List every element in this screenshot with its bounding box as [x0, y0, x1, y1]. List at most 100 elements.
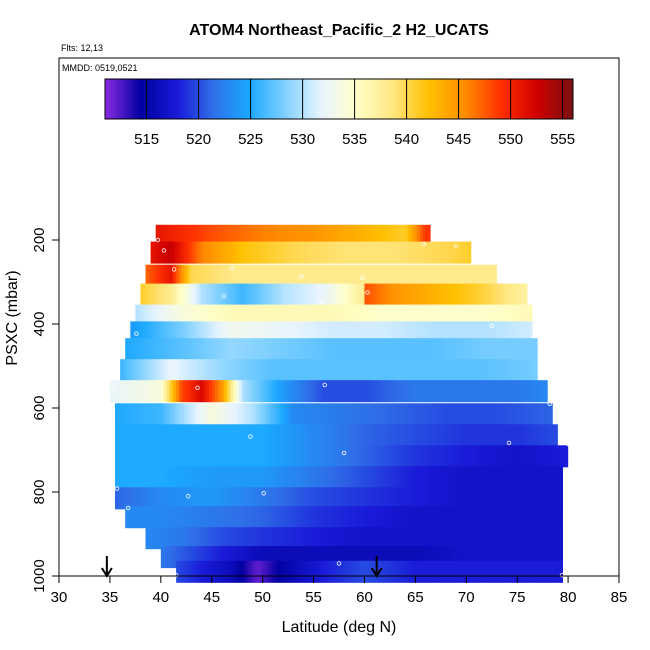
heatmap-cell — [201, 359, 205, 382]
heatmap-cell — [427, 466, 431, 489]
heatmap-cell — [268, 264, 273, 287]
heatmap-cell — [422, 560, 426, 583]
colorbar-swatch — [483, 79, 486, 119]
heatmap-cell — [299, 283, 304, 306]
heatmap-cell — [496, 424, 500, 447]
heatmap-cell — [361, 403, 365, 426]
heatmap-cell — [463, 321, 467, 344]
heatmap-cell — [400, 321, 404, 344]
heatmap-cell — [260, 560, 264, 583]
heatmap-cell — [256, 527, 261, 550]
heatmap-cell — [259, 403, 263, 426]
heatmap-cell — [505, 466, 509, 489]
heatmap-cell — [238, 264, 243, 287]
heatmap-cell — [350, 506, 354, 529]
heatmap-cell — [223, 487, 227, 510]
heatmap-cell — [193, 487, 197, 510]
heatmap-cell — [293, 560, 297, 583]
heatmap-cell — [187, 466, 191, 489]
heatmap-cell — [223, 403, 227, 426]
heatmap-cell — [252, 304, 256, 327]
heatmap-cell — [197, 224, 202, 247]
heatmap-cell — [202, 445, 206, 468]
heatmap-cell — [388, 403, 392, 426]
heatmap-cell — [373, 546, 378, 569]
heatmap-cell — [155, 338, 159, 361]
heatmap-cell — [202, 466, 206, 489]
heatmap-cell — [503, 338, 507, 361]
heatmap-cell — [560, 560, 563, 583]
heatmap-cell — [232, 424, 236, 447]
heatmap-cell — [537, 359, 538, 382]
heatmap-cell — [499, 424, 503, 447]
heatmap-cell — [363, 359, 367, 382]
heatmap-cell — [151, 527, 156, 550]
heatmap-cell — [274, 264, 279, 287]
heatmap-cell — [330, 241, 335, 264]
heatmap-cell — [244, 321, 248, 344]
heatmap-cell — [289, 264, 294, 287]
heatmap-cell — [439, 380, 444, 403]
heatmap-cell — [226, 445, 230, 468]
heatmap-cell — [304, 527, 309, 550]
heatmap-cell — [374, 506, 378, 529]
heatmap-cell — [399, 304, 403, 327]
heatmap-cell — [287, 338, 291, 361]
heatmap-cell — [202, 546, 207, 569]
heatmap-cell — [301, 321, 305, 344]
heatmap-cell — [214, 264, 219, 287]
colorbar-swatch — [241, 79, 244, 119]
heatmap-cell — [217, 403, 221, 426]
heatmap-cell — [490, 445, 494, 468]
heatmap-cell — [538, 445, 542, 468]
heatmap-cell — [286, 546, 291, 569]
heatmap-cell — [162, 304, 166, 327]
heatmap-cell — [352, 424, 356, 447]
heatmap-cell — [453, 359, 457, 382]
heatmap-cell — [268, 466, 272, 489]
heatmap-cell — [419, 224, 424, 247]
heatmap-cell — [226, 546, 231, 569]
heatmap-cell — [188, 506, 192, 529]
heatmap-cell — [442, 321, 446, 344]
heatmap-cell — [172, 424, 176, 447]
heatmap-cell — [302, 224, 307, 247]
heatmap-cell — [475, 403, 479, 426]
heatmap-cell — [277, 527, 282, 550]
heatmap-cell — [439, 487, 443, 510]
colorbar-swatch — [271, 79, 274, 119]
heatmap-cell — [305, 506, 309, 529]
heatmap-cell — [289, 403, 293, 426]
heatmap-cell — [295, 546, 300, 569]
heatmap-cell — [321, 304, 325, 327]
colorbar-tick-label: 535 — [342, 131, 367, 148]
heatmap-cell — [147, 359, 151, 382]
colorbar-swatch — [223, 79, 226, 119]
heatmap-cell — [301, 466, 305, 489]
heatmap-cell — [128, 506, 132, 529]
sample-marker — [261, 491, 266, 496]
colorbar-swatch — [493, 79, 496, 119]
heatmap-cell — [364, 403, 368, 426]
colorbar-swatch — [553, 79, 556, 119]
heatmap-cell — [181, 424, 185, 447]
heatmap-cell — [211, 487, 215, 510]
heatmap-cell — [451, 487, 455, 510]
heatmap-cell — [262, 546, 267, 569]
heatmap-cell — [237, 241, 242, 264]
heatmap-cell — [217, 445, 221, 468]
heatmap-cell — [208, 264, 213, 287]
heatmap-cell — [442, 264, 447, 287]
heatmap-cell — [550, 466, 554, 489]
heatmap-cell — [407, 560, 411, 583]
heatmap-cell — [400, 466, 404, 489]
heatmap-cell — [430, 283, 435, 306]
heatmap-cell — [350, 283, 355, 306]
x-axis: 30 35 40 45 50 55 60 65 70 75 80 85 — [51, 575, 627, 606]
heatmap-cell — [134, 506, 138, 529]
heatmap-cell — [532, 445, 536, 468]
colorbar-swatch — [131, 79, 134, 119]
heatmap-cell — [158, 338, 162, 361]
heatmap-cell — [241, 466, 245, 489]
heatmap-cell — [197, 560, 201, 583]
